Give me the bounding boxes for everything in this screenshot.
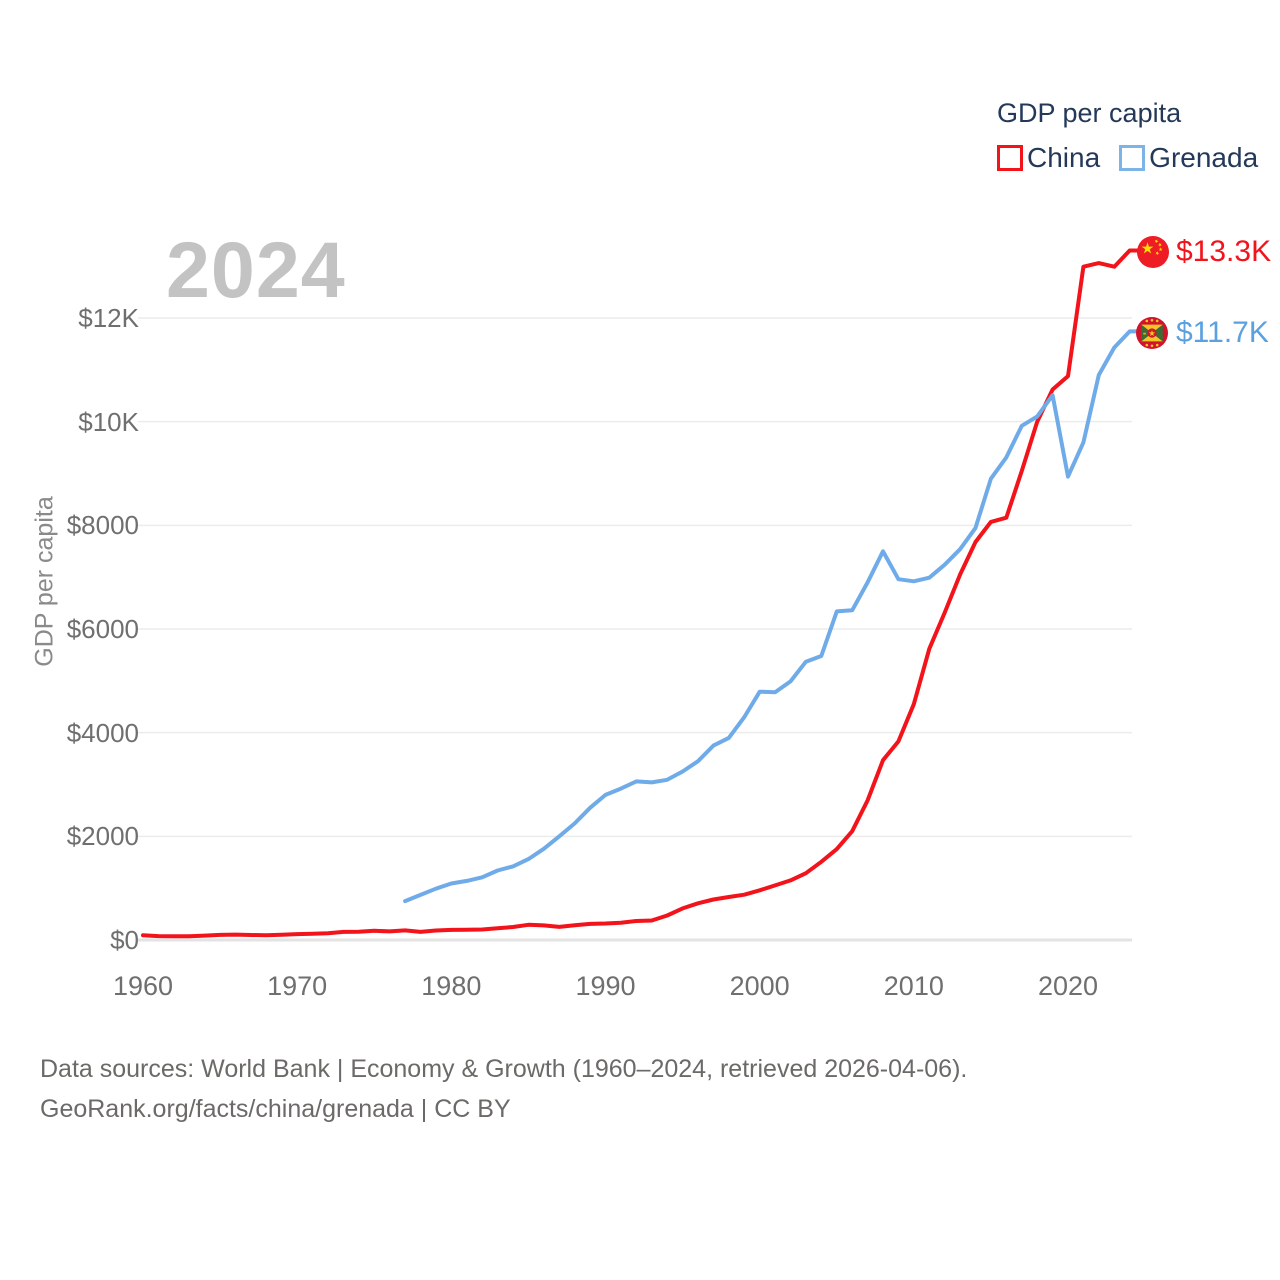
y-tick-label: $6000 xyxy=(66,614,139,644)
legend-item-china[interactable]: China xyxy=(997,142,1100,174)
x-tick-label: 1980 xyxy=(421,971,482,1001)
legend-item-grenada[interactable]: Grenada xyxy=(1119,142,1258,174)
chart-legend: GDP per capita China Grenada xyxy=(997,98,1258,174)
y-tick-label: $10K xyxy=(78,406,139,437)
grenada-flag-icon xyxy=(1136,317,1168,349)
current-year-label: 2024 xyxy=(166,225,346,314)
x-tick-label: 2020 xyxy=(1037,971,1099,1001)
y-tick-label: $8000 xyxy=(66,510,139,541)
legend-title: GDP per capita xyxy=(997,98,1182,128)
y-tick-label: $2000 xyxy=(66,821,139,852)
line-grenada xyxy=(403,329,1149,904)
china-flag-icon xyxy=(1137,236,1169,268)
x-tick-label: 2010 xyxy=(883,971,944,1001)
y-tick-label: $0 xyxy=(110,925,139,955)
x-tick-label: 1960 xyxy=(112,971,174,1001)
y-tick-label: $12K xyxy=(78,303,139,333)
data-sources-line: Data sources: World Bank | Economy & Gro… xyxy=(40,1055,968,1083)
grenada-end-value-label: $11.7K xyxy=(1176,316,1269,349)
legend-item-china-label: China xyxy=(1027,142,1101,173)
footer: Data sources: World Bank | Economy & Gro… xyxy=(40,1049,967,1129)
series-lines xyxy=(141,248,1149,939)
x-tick-label: 2000 xyxy=(729,971,790,1001)
x-tick-label: 1990 xyxy=(575,971,636,1001)
legend-items: China Grenada xyxy=(997,142,1258,174)
legend-item-grenada-label: Grenada xyxy=(1149,142,1259,173)
china-series-swatch xyxy=(997,145,1023,171)
x-tick-label: 1970 xyxy=(267,971,328,1001)
grenada-series-swatch xyxy=(1119,145,1146,171)
china-end-value-label: $13.3K xyxy=(1176,235,1272,268)
gridlines xyxy=(138,317,1132,942)
attribution-link-line[interactable]: GeoRank.org/facts/china/grenada | CC BY xyxy=(40,1095,511,1123)
y-tick-label: $4000 xyxy=(66,717,139,748)
line-china xyxy=(141,248,1149,939)
